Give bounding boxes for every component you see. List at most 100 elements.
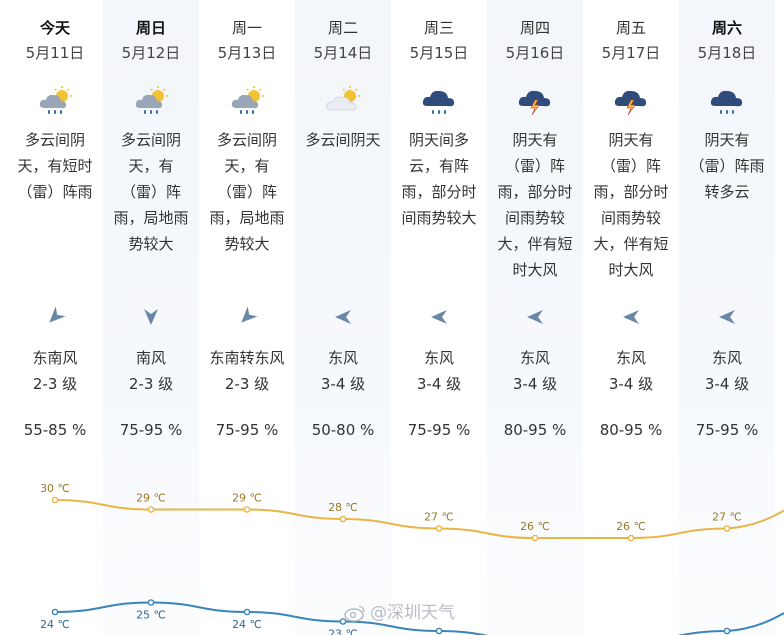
dark-cloud-rain-icon xyxy=(710,86,744,116)
high-temp-label: 27 ℃ xyxy=(712,511,742,524)
cloudy-sun-icon xyxy=(326,86,360,116)
high-temp-point xyxy=(147,506,155,513)
humidity: 75-95 % xyxy=(119,421,183,439)
description-line: 大，伴有短 xyxy=(593,235,669,253)
description-line: （雷）阵 xyxy=(120,183,181,201)
wind-direction: 东风 xyxy=(519,349,550,367)
description-line: 多云间阴天 xyxy=(305,131,381,149)
high-temp-line xyxy=(54,499,784,539)
thunderstorm-icon xyxy=(614,86,648,116)
high-temp-label: 28 ℃ xyxy=(328,501,358,514)
forecast-column: 周二 5月14日 多云间阴天 东风 3-4 级 50-80 % xyxy=(295,0,391,635)
thunderstorm-icon xyxy=(518,86,552,116)
wind-info: 东南转东风 2-3 级 xyxy=(195,345,299,397)
description-line: 时大风 xyxy=(608,261,654,279)
date-label: 5月16日 xyxy=(505,44,565,62)
wind-level: 3-4 级 xyxy=(512,375,558,393)
humidity: 75-95 % xyxy=(695,421,759,439)
description-line: 天，有 xyxy=(128,157,174,175)
wind-direction: 南风 xyxy=(135,349,166,367)
wind-level: 3-4 级 xyxy=(704,375,750,393)
weather-description: 阴天有 （雷）阵 雨，部分时 间雨势较 大，伴有短 时大风 xyxy=(487,127,583,283)
date-label: 5月14日 xyxy=(313,44,373,62)
humidity: 50-80 % xyxy=(311,421,375,439)
wind-direction: 东风 xyxy=(423,349,454,367)
date-label: 5月13日 xyxy=(217,44,277,62)
low-temp-point xyxy=(147,599,155,606)
low-temp-label: 24 ℃ xyxy=(40,618,70,631)
date-label: 5月17日 xyxy=(601,44,661,62)
watermark: @深圳天气 xyxy=(344,598,455,623)
description-line: 天，有短时 xyxy=(17,157,93,175)
description-line: 大，伴有短 xyxy=(497,235,573,253)
high-temp-point xyxy=(51,496,59,504)
description-line: （雷）阵 xyxy=(504,157,565,175)
humidity: 75-95 % xyxy=(215,421,279,439)
forecast-column: 今天 5月11日 多云间阴 天，有短时 （雷）阵雨 东南风 2-3 级 55-85 % xyxy=(7,0,103,635)
high-temp-point xyxy=(339,515,347,523)
dark-cloud-rain-icon xyxy=(422,86,456,116)
forecast-column: 周四 5月16日 阴天有 （雷）阵 雨，部分时 间雨势较 大，伴有短 时大风 东风 3-4 级 80… xyxy=(487,0,583,635)
wind-level: 2-3 级 xyxy=(128,375,174,393)
wind-info: 南风 2-3 级 xyxy=(99,345,203,397)
description-line: 多云间阴 xyxy=(216,131,277,149)
forecast-column: 周日 5月12日 多云间阴 天，有 （雷）阵 雨，局地雨 势较大 南风 2-3 级 75-95 % xyxy=(103,0,199,635)
wind-level: 3-4 级 xyxy=(320,375,366,393)
description-line: 阴天有 xyxy=(608,131,654,149)
wind-info: 东风 3-4 级 xyxy=(675,345,779,397)
wind-direction-icon xyxy=(715,305,739,329)
weather-description: 多云间阴 天，有 （雷）阵 雨，局地雨 势较大 xyxy=(103,127,199,257)
day-label: 周一 xyxy=(231,19,262,37)
description-line: 阴天有 xyxy=(512,131,558,149)
description-line: 雨，部分时 xyxy=(497,183,573,201)
description-line: 间雨势较 xyxy=(504,209,565,227)
description-line: 阴天有 xyxy=(704,131,750,149)
description-line: 势较大 xyxy=(224,235,270,253)
low-temp-label: 23 ℃ xyxy=(328,628,358,635)
wind-level: 2-3 级 xyxy=(224,375,270,393)
day-label: 周六 xyxy=(711,19,742,37)
date-label: 5月12日 xyxy=(121,44,181,62)
day-label: 周三 xyxy=(423,19,454,37)
forecast-column: 周三 5月15日 阴天间多 云，有阵 雨，部分时 间雨势较大 东风 3-4 级 75-95 % xyxy=(391,0,487,635)
high-temp-label: 29 ℃ xyxy=(136,492,166,505)
wind-direction-icon xyxy=(427,305,451,329)
weather-description: 多云间阴 天，有短时 （雷）阵雨 xyxy=(7,127,103,205)
wind-direction-icon xyxy=(235,305,259,329)
description-line: 雨，部分时 xyxy=(593,183,669,201)
wind-info: 东南风 2-3 级 xyxy=(3,345,107,397)
day-label: 周日 xyxy=(135,19,166,37)
weather-description: 阴天间多 云，有阵 雨，部分时 间雨势较大 xyxy=(391,127,487,231)
weibo-icon xyxy=(344,604,366,622)
low-temp-label: 25 ℃ xyxy=(136,609,166,622)
description-line: 云，有阵 xyxy=(408,157,469,175)
cloudy-sun-rain-icon xyxy=(38,86,72,116)
high-temp-point xyxy=(435,525,443,532)
date-label: 5月15日 xyxy=(409,44,469,62)
wind-info: 东风 3-4 级 xyxy=(483,345,587,397)
low-temp-point xyxy=(339,618,347,625)
high-temp-point xyxy=(723,525,731,532)
description-line: 间雨势较大 xyxy=(401,209,477,227)
wind-info: 东风 3-4 级 xyxy=(291,345,395,397)
description-line: 多云间阴 xyxy=(24,131,85,149)
day-label: 今天 xyxy=(39,19,70,37)
description-line: 天，有 xyxy=(224,157,270,175)
description-line: 雨，部分时 xyxy=(401,183,477,201)
day-label: 周五 xyxy=(615,19,646,37)
weather-description: 阴天有 （雷）阵雨 转多云 xyxy=(679,127,775,205)
high-temp-point xyxy=(627,534,635,542)
low-temp-point xyxy=(435,627,443,635)
description-line: 势较大 xyxy=(128,235,174,253)
description-line: 多云间阴 xyxy=(120,131,181,149)
high-temp-label: 29 ℃ xyxy=(232,492,262,505)
weather-description: 多云间阴 天，有 （雷）阵 雨，局地雨 势较大 xyxy=(199,127,295,257)
wind-level: 2-3 级 xyxy=(32,375,78,393)
wind-direction: 东风 xyxy=(327,349,358,367)
watermark-text: @深圳天气 xyxy=(370,603,455,623)
low-temp-point xyxy=(243,608,251,616)
humidity: 80-95 % xyxy=(599,421,663,439)
low-temp-point xyxy=(723,627,731,635)
description-line: 间雨势较 xyxy=(600,209,661,227)
